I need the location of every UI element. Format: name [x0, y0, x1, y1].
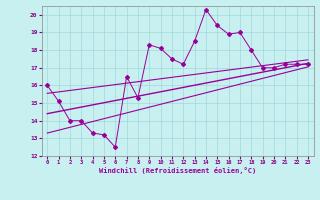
X-axis label: Windchill (Refroidissement éolien,°C): Windchill (Refroidissement éolien,°C) — [99, 167, 256, 174]
